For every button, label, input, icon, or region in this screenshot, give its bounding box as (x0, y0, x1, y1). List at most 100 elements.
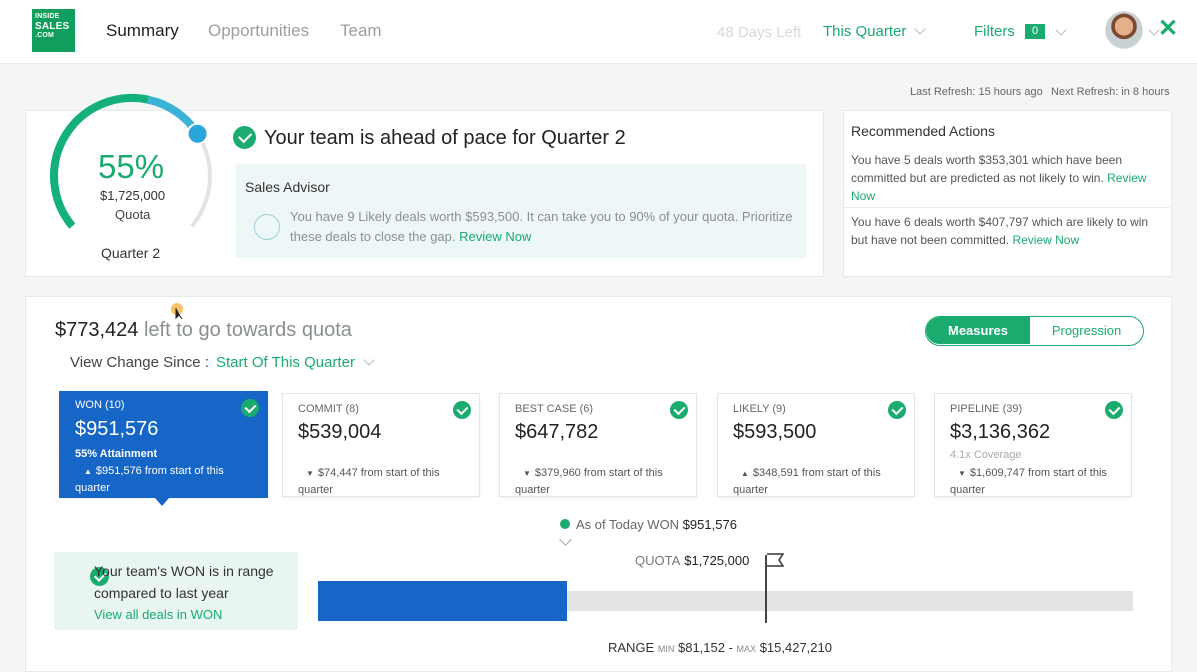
arrow-up-icon: ▲ (84, 467, 92, 476)
sales-advisor-text: You have 9 Likely deals worth $593,500. … (290, 207, 800, 246)
metric-change-text: $379,960 from start of this quarter (515, 467, 663, 496)
arrow-down-icon: ▼ (958, 469, 966, 478)
won-progress-bar (318, 581, 567, 621)
metric-change-text: $74,447 from start of this quarter (298, 467, 440, 496)
metric-label: COMMIT (8) (298, 403, 359, 415)
metric-change: ▼ $379,960 from start of this quarter (515, 465, 690, 498)
attainment-percent: 55% (98, 148, 165, 185)
logo-line: SALES (35, 21, 70, 32)
reco-text: You have 6 deals worth $407,797 which ar… (851, 215, 1149, 247)
chevron-down-icon (914, 23, 927, 35)
view-toggle: Measures Progression (925, 316, 1144, 346)
tab-summary[interactable]: Summary (106, 21, 179, 40)
advisor-icon (254, 214, 280, 240)
metric-value: $539,004 (298, 421, 382, 443)
metric-sub: 4.1x Coverage (950, 449, 1022, 461)
range-min-label: MIN (657, 644, 675, 654)
advisor-message: You have 9 Likely deals worth $593,500. … (290, 209, 793, 244)
metric-label: WON (10) (75, 399, 125, 411)
metric-value: $593,500 (733, 421, 817, 443)
logo-line: .COM (35, 32, 55, 39)
as-of-today-label: As of Today WON $951,576 (560, 517, 737, 532)
range-note-panel (54, 552, 298, 630)
check-circle-icon (1105, 401, 1123, 419)
view-change-value: Start Of This Quarter (216, 354, 355, 371)
check-circle-icon (233, 126, 256, 149)
selected-pointer (155, 498, 169, 506)
cursor-icon (171, 303, 183, 320)
metric-change-text: $951,576 from start of this quarter (75, 465, 224, 494)
sales-advisor-title: Sales Advisor (245, 179, 330, 195)
view-won-deals-link[interactable]: View all deals in WON (94, 607, 223, 622)
recommended-actions-title: Recommended Actions (851, 123, 995, 139)
last-refresh: Last Refresh: 15 hours ago (910, 86, 1043, 98)
chevron-down-icon (363, 354, 375, 366)
quota-value: $1,725,000 (684, 553, 750, 568)
metric-change: ▲ $348,591 from start of this quarter (733, 465, 908, 498)
metric-change: ▼ $1,609,747 from start of this quarter (950, 465, 1125, 498)
review-now-link[interactable]: Review Now (1012, 233, 1080, 247)
pace-title: Your team is ahead of pace for Quarter 2 (264, 127, 626, 149)
gauge-handle (186, 122, 209, 145)
view-change-label: View Change Since : (70, 354, 209, 371)
metric-value: $3,136,362 (950, 421, 1051, 443)
asof-label: As of Today WON (576, 517, 680, 532)
days-left-label: 48 Days Left (717, 24, 802, 41)
green-dot-icon (560, 519, 570, 529)
quota-marker-label: QUOTA $1,725,000 (635, 553, 749, 568)
range-title: RANGE (608, 640, 655, 655)
filter-count-badge: 0 (1025, 24, 1045, 39)
quota-marker-line (765, 555, 767, 623)
review-now-link[interactable]: Review Now (851, 171, 1147, 203)
filters-button[interactable]: Filters (974, 23, 1015, 40)
left-amount: $773,424 (55, 319, 139, 341)
tab-opportunities[interactable]: Opportunities (208, 21, 310, 40)
gauge-fill-green (50, 94, 150, 229)
progression-tab[interactable]: Progression (1051, 323, 1122, 338)
metric-card-pipeline[interactable]: PIPELINE (39) $3,136,362 4.1x Coverage ▼… (934, 393, 1132, 497)
quota-amount: $1,725,000 (100, 188, 166, 203)
quota-label: QUOTA (635, 553, 681, 568)
reco-text: You have 5 deals worth $353,301 which ha… (851, 153, 1123, 185)
metric-change: ▲ $951,576 from start of this quarter (75, 463, 250, 496)
check-circle-icon (670, 401, 688, 419)
avatar[interactable] (1105, 11, 1143, 49)
metric-card-best-case[interactable]: BEST CASE (6) $647,782 ▼ $379,960 from st… (499, 393, 697, 497)
metric-card-won[interactable]: WON (10) $951,576 55% Attainment ▲ $951,5… (59, 391, 268, 498)
left-text: left to go towards quota (143, 319, 352, 341)
top-nav: INSIDE SALES .COM Summary Opportunities … (0, 0, 1197, 64)
range-max-label: MAX (736, 644, 757, 654)
quota-label: Quota (115, 207, 151, 222)
quarter-dropdown[interactable]: This Quarter (823, 23, 927, 40)
chevron-down-icon[interactable] (1055, 24, 1067, 36)
tab-team[interactable]: Team (340, 21, 382, 40)
range-min-value: $81,152 (677, 640, 725, 655)
asof-value: $951,576 (682, 517, 737, 532)
reco-item: You have 5 deals worth $353,301 which ha… (851, 151, 1157, 205)
close-icon[interactable]: ✕ (1158, 15, 1179, 42)
next-refresh: Next Refresh: in 8 hours (1051, 86, 1170, 98)
quota-gauge (50, 94, 212, 229)
company-logo[interactable]: INSIDE SALES .COM (32, 9, 75, 52)
measures-tab[interactable]: Measures (926, 317, 1030, 344)
quarter-label: Quarter 2 (101, 245, 161, 261)
check-circle-icon (241, 399, 259, 417)
flag-icon (767, 553, 785, 567)
metric-change: ▼ $74,447 from start of this quarter (298, 465, 473, 498)
metric-change-text: $348,591 from start of this quarter (733, 467, 881, 496)
arrow-up-icon: ▲ (741, 469, 749, 478)
check-circle-icon (888, 401, 906, 419)
metric-value: $951,576 (75, 418, 159, 440)
metric-label: LIKELY (9) (733, 403, 786, 415)
metric-value: $647,782 (515, 421, 599, 443)
review-now-link[interactable]: Review Now (459, 228, 532, 244)
check-circle-icon (90, 567, 110, 586)
arrow-down-icon: ▼ (306, 469, 314, 478)
metric-card-likely[interactable]: LIKELY (9) $593,500 ▲ $348,591 from start… (717, 393, 915, 497)
left-to-go-heading: $773,424 left to go towards quota (55, 319, 352, 342)
quarter-dropdown-label: This Quarter (823, 23, 907, 40)
metric-card-commit[interactable]: COMMIT (8) $539,004 ▼ $74,447 from start … (282, 393, 480, 497)
arrow-down-icon: ▼ (523, 469, 531, 478)
metric-label: PIPELINE (39) (950, 403, 1023, 415)
view-change-dropdown[interactable]: Start Of This Quarter (216, 354, 375, 371)
